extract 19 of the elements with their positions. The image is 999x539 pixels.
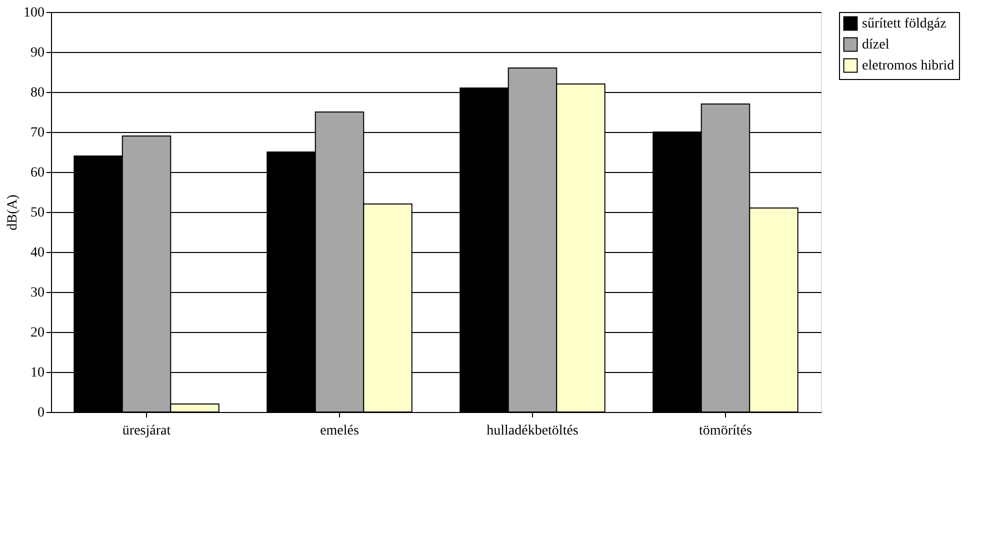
- legend-label: eletromos hibrid: [862, 58, 954, 74]
- x-tick-label: üresjárat: [122, 424, 171, 438]
- y-tick-label: 50: [30, 206, 44, 220]
- y-tick-label: 80: [30, 86, 44, 100]
- x-tick-label: tömörítés: [699, 424, 752, 438]
- y-axis-title: dB(A): [6, 194, 20, 230]
- y-tick-label: 100: [24, 6, 44, 20]
- y-tick-label: 60: [30, 166, 44, 180]
- y-tick-label: 0: [38, 406, 44, 420]
- y-tick-label: 30: [30, 286, 44, 300]
- y-tick-label: 40: [30, 246, 44, 260]
- legend-label: sűrített földgáz: [862, 16, 946, 32]
- y-tick-label: 70: [30, 126, 44, 140]
- y-tick-label: 10: [30, 366, 44, 380]
- x-tick-label: emelés: [320, 424, 359, 438]
- y-tick-label: 20: [30, 326, 44, 340]
- y-tick-label: 90: [30, 46, 44, 60]
- x-tick-label: hulladékbetöltés: [486, 424, 578, 438]
- legend-label: dízel: [862, 38, 890, 52]
